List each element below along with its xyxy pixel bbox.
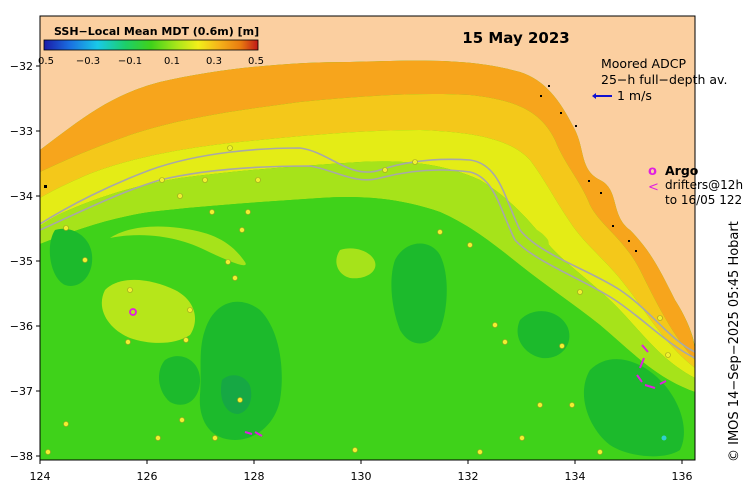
colorbar-tick-6: 0.5 xyxy=(248,56,264,67)
colorbar: SSH−Local Mean MDT (0.6m) [m] 0.5 −0.3 −… xyxy=(38,25,264,67)
ssh-patch-lime-4 xyxy=(503,223,549,255)
x-tick-label-5: 132 xyxy=(458,470,479,483)
drifter-positions xyxy=(45,145,671,455)
y-tick-label-1: −32 xyxy=(10,60,33,73)
coastal-islands xyxy=(44,85,637,252)
ssh-band-lime xyxy=(40,161,695,392)
ssh-patch-lime-1 xyxy=(101,279,195,343)
colorbar-tick-4: 0.1 xyxy=(164,56,180,67)
y-tick-label-5: −36 xyxy=(10,320,33,333)
drifter-legend-line2: to 16/05 122 xyxy=(665,193,742,207)
colorbar-label: SSH−Local Mean MDT (0.6m) [m] xyxy=(54,25,259,38)
ssh-eddy-dark-1 xyxy=(199,301,282,440)
ssh-patch-lime-3 xyxy=(336,248,376,279)
drifter-tracks xyxy=(244,344,667,437)
y-tick-label-7: −38 xyxy=(10,450,33,463)
ssh-patch-lime-2 xyxy=(110,226,246,266)
argo-legend: o Argo < drifters@12h to 16/05 122 xyxy=(648,163,743,207)
ssh-eddy-mid-1 xyxy=(220,375,252,414)
x-tick-label-4: 130 xyxy=(351,470,372,483)
drifter-legend-line1: drifters@12h xyxy=(665,178,743,192)
ssh-eddy-dark-2 xyxy=(391,243,447,344)
adcp-scale-label: 1 m/s xyxy=(617,88,652,103)
colorbar-tick-1: 0.5 xyxy=(38,56,54,67)
y-tick-label-2: −33 xyxy=(10,125,33,138)
colorbar-gradient xyxy=(43,39,259,51)
map-date-title: 15 May 2023 xyxy=(462,29,569,47)
x-tick-label-2: 126 xyxy=(137,470,158,483)
ssh-band-yellow xyxy=(40,130,695,378)
ssh-eddy-dark-6 xyxy=(158,356,200,405)
ssh-eddy-dark-3 xyxy=(583,359,684,457)
y-tick-label-3: −34 xyxy=(10,190,33,203)
colorbar-tick-2: −0.3 xyxy=(76,56,100,67)
y-tick-label-6: −37 xyxy=(10,385,33,398)
adcp-legend-desc: 25−h full−depth av. xyxy=(601,72,727,87)
x-axis: 124 126 128 130 132 134 136 xyxy=(30,460,693,483)
drifter-legend-marker: < xyxy=(648,180,659,195)
ssh-eddy-dark-4 xyxy=(517,311,570,359)
x-tick-label-7: 136 xyxy=(672,470,693,483)
argo-legend-marker: o xyxy=(648,164,657,179)
x-tick-label-3: 128 xyxy=(244,470,265,483)
y-axis: −32 −33 −34 −35 −36 −37 −38 xyxy=(10,60,40,463)
ssh-eddy-dark-5 xyxy=(49,228,93,286)
x-tick-label-1: 124 xyxy=(30,470,51,483)
bathymetry-contour-1 xyxy=(40,147,695,353)
x-tick-label-6: 134 xyxy=(565,470,586,483)
y-tick-label-4: −35 xyxy=(10,255,33,268)
drifter-end-marker xyxy=(661,435,667,441)
imos-credit: © IMOS 14−Sep−2025 05:45 Hobart xyxy=(727,221,742,462)
argo-float-marker xyxy=(129,308,137,316)
adcp-legend: Moored ADCP 25−h full−depth av. 1 m/s xyxy=(592,56,727,103)
argo-legend-label: Argo xyxy=(665,163,699,178)
colorbar-tick-5: 0.3 xyxy=(206,56,222,67)
plot-border xyxy=(39,15,696,461)
map-plot-area xyxy=(40,16,695,460)
colorbar-tick-3: −0.1 xyxy=(118,56,142,67)
adcp-scale-arrowhead xyxy=(592,93,596,99)
adcp-legend-title: Moored ADCP xyxy=(601,56,686,71)
